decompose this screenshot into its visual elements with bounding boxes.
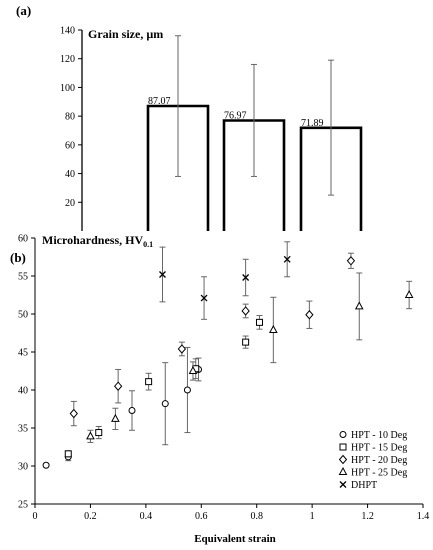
panel-b-label: (b) <box>10 250 26 265</box>
data-point <box>241 306 250 316</box>
legend-label: HPT - 15 Deg <box>351 443 407 454</box>
grain-size-data-label: 87.07 <box>148 96 171 107</box>
microhardness-axes: 25 30 35 40 45 50 55 60 0 0.2 0.4 0.6 0.8 1 1.2 1.4 <box>18 234 429 523</box>
microhardness-title-main: Microhardness, HV <box>42 233 143 247</box>
legend-marker <box>338 454 348 465</box>
x-tick-label: 1.2 <box>361 511 374 522</box>
y-tick-label: 45 <box>18 348 28 359</box>
x-tick-label: 1 <box>310 511 315 522</box>
legend-label: HPT - 20 Deg <box>351 455 407 466</box>
x-tick-label: 0.8 <box>250 511 263 522</box>
data-point <box>161 400 169 408</box>
y-tick-label: 60 <box>18 234 28 245</box>
x-tick-label: 0.2 <box>84 511 97 522</box>
x-tick-label: 1.4 <box>417 511 430 522</box>
data-point <box>145 378 153 386</box>
grain-size-y-axis: 20 40 60 80 100 120 140 <box>60 26 83 231</box>
y-tick-label: 35 <box>18 424 28 435</box>
grain-size-y-tick-label: 120 <box>60 54 75 65</box>
data-point <box>95 429 103 437</box>
microhardness-points <box>42 241 414 469</box>
data-point <box>183 386 191 394</box>
legend-marker <box>339 431 347 438</box>
data-point <box>128 407 136 415</box>
x-tick-label: 0.4 <box>140 511 153 522</box>
grain-size-y-tick-label: 60 <box>65 140 75 151</box>
y-tick-label: 30 <box>18 462 28 473</box>
legend-marker <box>339 481 347 488</box>
data-point <box>242 338 250 346</box>
y-tick-label: 50 <box>18 310 28 321</box>
data-point <box>354 301 364 310</box>
grain-size-data-label: 71.89 <box>301 118 324 129</box>
microhardness-panel: (b) Microhardness, HV0.1 25 30 35 40 45 50 55 6… <box>10 233 429 545</box>
grain-size-data-label: 76.97 <box>224 110 247 121</box>
grain-size-bars: 87.07 76.97 71.89 <box>146 35 363 231</box>
grain-size-title: Grain size, µm <box>88 27 163 41</box>
data-point <box>346 256 356 266</box>
y-tick-label: 40 <box>18 386 28 397</box>
data-point <box>69 408 78 419</box>
data-point <box>283 255 291 263</box>
y-tick-label: 55 <box>18 272 28 283</box>
x-axis-label: Equivalent strain <box>194 533 276 545</box>
microhardness-title-subscript: 0.1 <box>143 240 153 249</box>
panel-a-label: (a) <box>16 3 31 18</box>
legend-label: HPT - 10 Deg <box>351 430 407 441</box>
data-point <box>404 289 414 298</box>
x-tick-label: 0 <box>33 511 38 522</box>
data-point <box>305 310 314 320</box>
data-point <box>200 294 208 302</box>
legend-label: HPT - 25 Deg <box>351 468 407 479</box>
data-point <box>42 461 50 469</box>
grain-size-y-tick-label: 140 <box>60 26 75 37</box>
data-point <box>159 271 166 278</box>
data-point <box>113 381 123 391</box>
grain-size-y-tick-label: 100 <box>60 83 75 94</box>
data-point <box>86 431 95 440</box>
legend-marker <box>338 466 348 475</box>
data-point <box>177 344 187 354</box>
data-point <box>255 318 263 326</box>
legend-label: DHPT <box>351 480 377 491</box>
grain-size-y-tick-label: 80 <box>65 112 75 123</box>
y-tick-label: 25 <box>18 500 28 511</box>
x-tick-label: 0.6 <box>195 511 208 522</box>
data-point <box>111 413 120 422</box>
grain-size-panel: (a) Grain size, µm 20 40 60 80 100 120 140 87.… <box>16 3 363 231</box>
microhardness-title: Microhardness, HV0.1 <box>42 233 153 249</box>
grain-size-y-tick-label: 40 <box>65 169 75 180</box>
legend-marker <box>339 443 347 451</box>
data-point <box>242 274 250 281</box>
grain-size-y-tick-label: 20 <box>65 198 75 209</box>
data-point <box>188 365 198 374</box>
data-point <box>64 450 72 458</box>
data-point <box>269 324 278 333</box>
